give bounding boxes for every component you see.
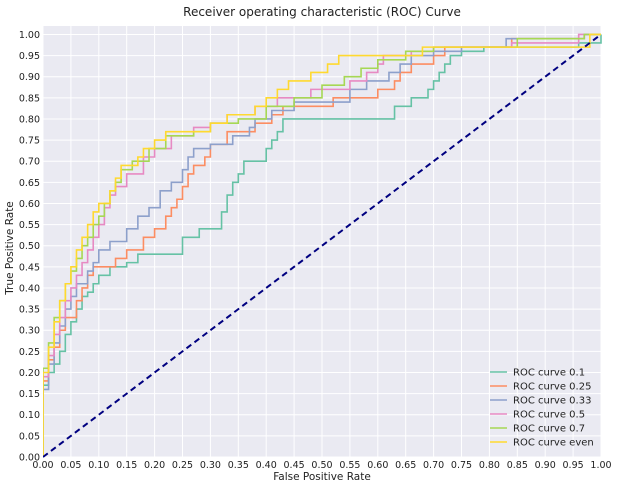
- legend-label: ROC curve 0.7: [513, 424, 585, 435]
- y-tick-label: 0.20: [19, 368, 40, 379]
- y-tick-label: 0.80: [19, 114, 40, 125]
- y-tick-label: 0.05: [19, 431, 40, 442]
- x-tick-label: 0.65: [395, 460, 416, 471]
- x-tick-label: 1.00: [590, 460, 611, 471]
- y-tick-label: 1.00: [19, 30, 40, 41]
- y-tick-label: 0.40: [19, 283, 40, 294]
- roc-series-line-3: [43, 33, 601, 457]
- y-tick-label: 0.45: [19, 262, 40, 273]
- x-tick-label: 0.20: [144, 460, 165, 471]
- y-tick-label: 0.60: [19, 199, 40, 210]
- y-tick-label: 0.50: [19, 241, 40, 252]
- x-tick-label: 0.00: [32, 460, 53, 471]
- roc-series-line-2: [43, 33, 601, 457]
- y-tick-label: 0.85: [19, 93, 40, 104]
- x-tick-label: 0.95: [563, 460, 584, 471]
- y-tick-label: 0.30: [19, 326, 40, 337]
- series: [43, 33, 602, 458]
- y-tick-label: 0.25: [19, 347, 40, 358]
- x-axis-title: False Positive Rate: [273, 471, 371, 483]
- x-tick-label: 0.10: [88, 460, 109, 471]
- x-tick-label: 0.30: [200, 460, 221, 471]
- y-tick-label: 0.55: [19, 220, 40, 231]
- x-tick-label: 0.05: [60, 460, 81, 471]
- y-axis-title: True Positive Rate: [4, 201, 16, 296]
- x-tick-label: 0.80: [479, 460, 500, 471]
- x-tick-label: 0.70: [423, 460, 444, 471]
- x-tick-label: 0.90: [535, 460, 556, 471]
- legend-label: ROC curve 0.25: [513, 382, 591, 393]
- y-tick-label: 0.00: [19, 453, 40, 464]
- roc-series-line-0: [43, 34, 602, 457]
- y-tick-label: 0.95: [19, 51, 40, 62]
- roc-series-line-5: [43, 33, 601, 457]
- roc-series-line-1: [43, 33, 601, 457]
- x-tick-label: 0.85: [507, 460, 528, 471]
- legend-label: ROC curve even: [513, 438, 594, 449]
- x-tick-label: 0.55: [339, 460, 360, 471]
- x-tick-label: 0.45: [284, 460, 305, 471]
- x-tick-label: 0.15: [116, 460, 137, 471]
- x-tick-label: 0.50: [311, 460, 332, 471]
- chance-diagonal-line: [43, 33, 602, 458]
- y-tick-label: 0.90: [19, 72, 40, 83]
- y-tick-label: 0.75: [19, 136, 40, 147]
- chart-title: Receiver operating characteristic (ROC) …: [183, 5, 461, 19]
- x-tick-label: 0.35: [228, 460, 249, 471]
- x-tick-label: 0.75: [451, 460, 472, 471]
- grid: [42, 26, 602, 458]
- legend: ROC curve 0.1 ROC curve 0.25 ROC curve 0.3…: [490, 368, 594, 449]
- legend-label: ROC curve 0.5: [513, 410, 585, 421]
- legend-label: ROC curve 0.33: [513, 396, 591, 407]
- y-tick-label: 0.65: [19, 178, 40, 189]
- y-tick-label: 0.35: [19, 305, 40, 316]
- y-axis-ticks: 0.00 0.05 0.10 0.15 0.20 0.25 0.30 0.35 0.40 0.45…: [19, 30, 40, 464]
- x-tick-label: 0.40: [256, 460, 277, 471]
- x-tick-label: 0.60: [367, 460, 388, 471]
- y-tick-label: 0.70: [19, 157, 40, 168]
- x-axis-ticks: 0.00 0.05 0.10 0.15 0.20 0.25 0.30 0.35 0.40 0.45…: [32, 460, 611, 471]
- legend-label: ROC curve 0.1: [513, 368, 585, 379]
- y-tick-label: 0.10: [19, 410, 40, 421]
- x-tick-label: 0.25: [172, 460, 193, 471]
- y-tick-label: 0.15: [19, 389, 40, 400]
